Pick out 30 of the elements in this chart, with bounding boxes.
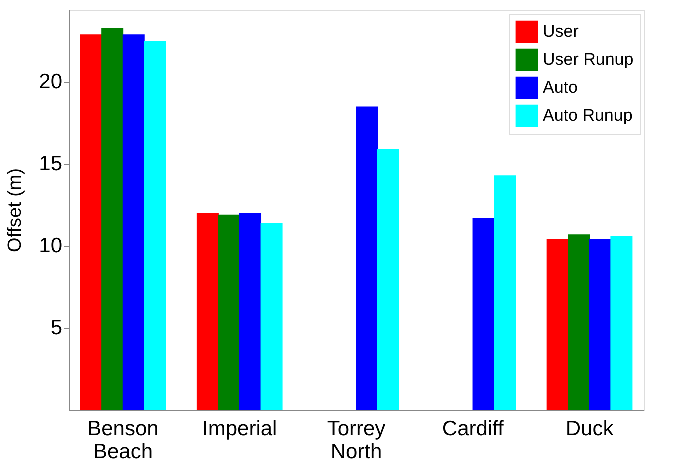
legend-label: Auto — [543, 78, 578, 97]
bar — [260, 223, 283, 410]
bar — [377, 149, 400, 410]
bar — [568, 234, 590, 410]
bar — [218, 214, 240, 410]
y-tick-label: 15 — [39, 152, 62, 176]
bar — [472, 218, 495, 410]
x-tick-label: Imperial — [202, 418, 278, 440]
x-tick-label: Cardiff — [442, 418, 504, 440]
bar — [240, 213, 262, 410]
bar — [122, 34, 145, 410]
bar — [356, 106, 378, 410]
x-tick-label: Duck — [566, 418, 614, 440]
legend-label: Auto Runup — [543, 106, 633, 125]
bar — [589, 240, 612, 410]
bar — [144, 41, 166, 410]
y-tick-label: 5 — [50, 316, 62, 340]
y-tick-label: 20 — [39, 70, 62, 94]
bar — [610, 236, 633, 410]
bar — [102, 28, 124, 410]
x-tick-label: Benson Beach — [88, 418, 159, 464]
legend-label: User Runup — [543, 50, 634, 69]
y-axis-title: Offset (m) — [5, 168, 26, 253]
y-tick-label: 10 — [39, 234, 62, 258]
bar — [196, 213, 219, 410]
bar — [546, 240, 569, 410]
bar — [80, 34, 102, 410]
x-tick-label: Torrey North — [327, 418, 386, 464]
legend-label: User — [543, 22, 580, 41]
bar — [494, 176, 516, 410]
